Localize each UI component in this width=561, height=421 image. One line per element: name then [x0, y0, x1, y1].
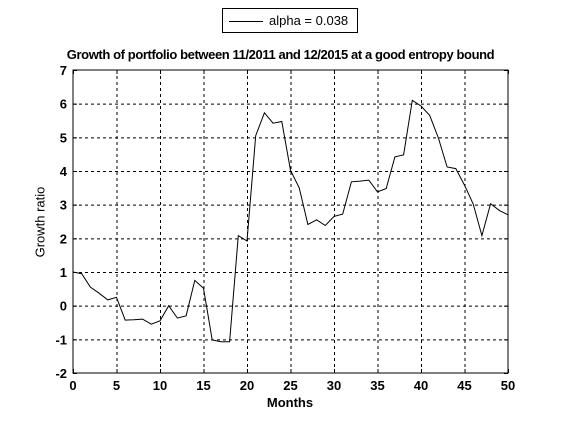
x-tick-label: 35 [370, 378, 384, 393]
x-tick-label: 25 [283, 378, 297, 393]
x-tick-labels: 0 5 10 15 20 25 30 35 40 45 50 [69, 378, 515, 393]
chart-title: Growth of portfolio between 11/2011 and … [66, 47, 495, 62]
tick-marks [73, 70, 509, 374]
grid [73, 70, 508, 373]
y-tick-label: 5 [60, 130, 67, 145]
series-line [72, 99, 509, 343]
y-tick-label: 3 [60, 198, 67, 213]
x-tick-label: 5 [113, 378, 120, 393]
x-tick-label: 15 [196, 378, 210, 393]
legend-label: alpha = 0.038 [269, 13, 349, 28]
y-tick-label: 4 [60, 164, 68, 179]
x-tick-label: 50 [501, 378, 515, 393]
x-axis-label: Months [266, 395, 314, 410]
x-tick-label: 30 [327, 378, 341, 393]
y-tick-label: -2 [55, 366, 67, 381]
y-axis-label: Growth ratio [32, 186, 48, 258]
y-tick-label: 7 [60, 63, 67, 78]
y-tick-label: 6 [60, 97, 67, 112]
x-tick-label: 20 [240, 378, 254, 393]
series-layer [72, 99, 509, 343]
y-tick-labels: -2 -1 0 1 2 3 4 5 6 7 [55, 63, 67, 381]
y-tick-label: -1 [55, 332, 67, 347]
x-tick-label: 0 [69, 378, 76, 393]
legend-line-swatch [229, 21, 263, 22]
y-tick-label: 2 [60, 231, 67, 246]
legend: alpha = 0.038 [222, 8, 358, 33]
x-tick-label: 40 [414, 378, 428, 393]
y-tick-label: 1 [60, 265, 67, 280]
x-tick-label: 45 [457, 378, 471, 393]
x-tick-label: 10 [153, 378, 167, 393]
y-tick-label: 0 [60, 299, 67, 314]
